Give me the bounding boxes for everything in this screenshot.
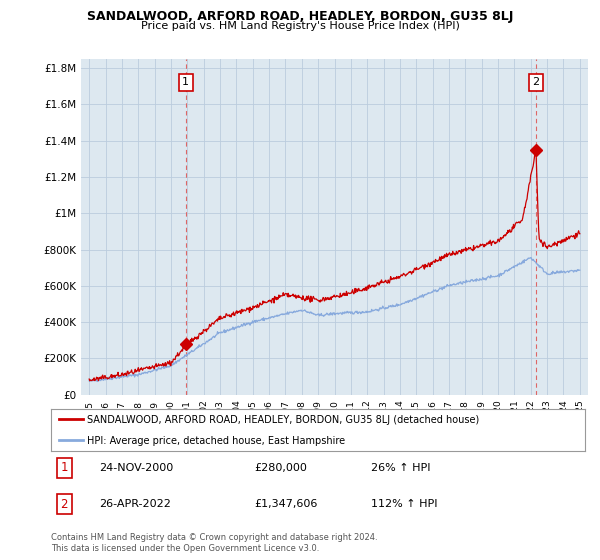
Text: £280,000: £280,000 [254, 463, 307, 473]
Text: SANDALWOOD, ARFORD ROAD, HEADLEY, BORDON, GU35 8LJ: SANDALWOOD, ARFORD ROAD, HEADLEY, BORDON… [87, 10, 513, 23]
Text: 1: 1 [182, 77, 189, 87]
Text: Price paid vs. HM Land Registry's House Price Index (HPI): Price paid vs. HM Land Registry's House … [140, 21, 460, 31]
Text: 112% ↑ HPI: 112% ↑ HPI [371, 499, 438, 509]
Text: Contains HM Land Registry data © Crown copyright and database right 2024.
This d: Contains HM Land Registry data © Crown c… [51, 533, 377, 553]
Text: SANDALWOOD, ARFORD ROAD, HEADLEY, BORDON, GU35 8LJ (detached house): SANDALWOOD, ARFORD ROAD, HEADLEY, BORDON… [88, 415, 479, 425]
Text: 24-NOV-2000: 24-NOV-2000 [99, 463, 173, 473]
Text: 26-APR-2022: 26-APR-2022 [99, 499, 171, 509]
Text: 26% ↑ HPI: 26% ↑ HPI [371, 463, 431, 473]
Text: 2: 2 [532, 77, 539, 87]
Text: 1: 1 [61, 461, 68, 474]
Text: HPI: Average price, detached house, East Hampshire: HPI: Average price, detached house, East… [88, 436, 346, 446]
Text: £1,347,606: £1,347,606 [254, 499, 317, 509]
Text: 2: 2 [61, 497, 68, 511]
